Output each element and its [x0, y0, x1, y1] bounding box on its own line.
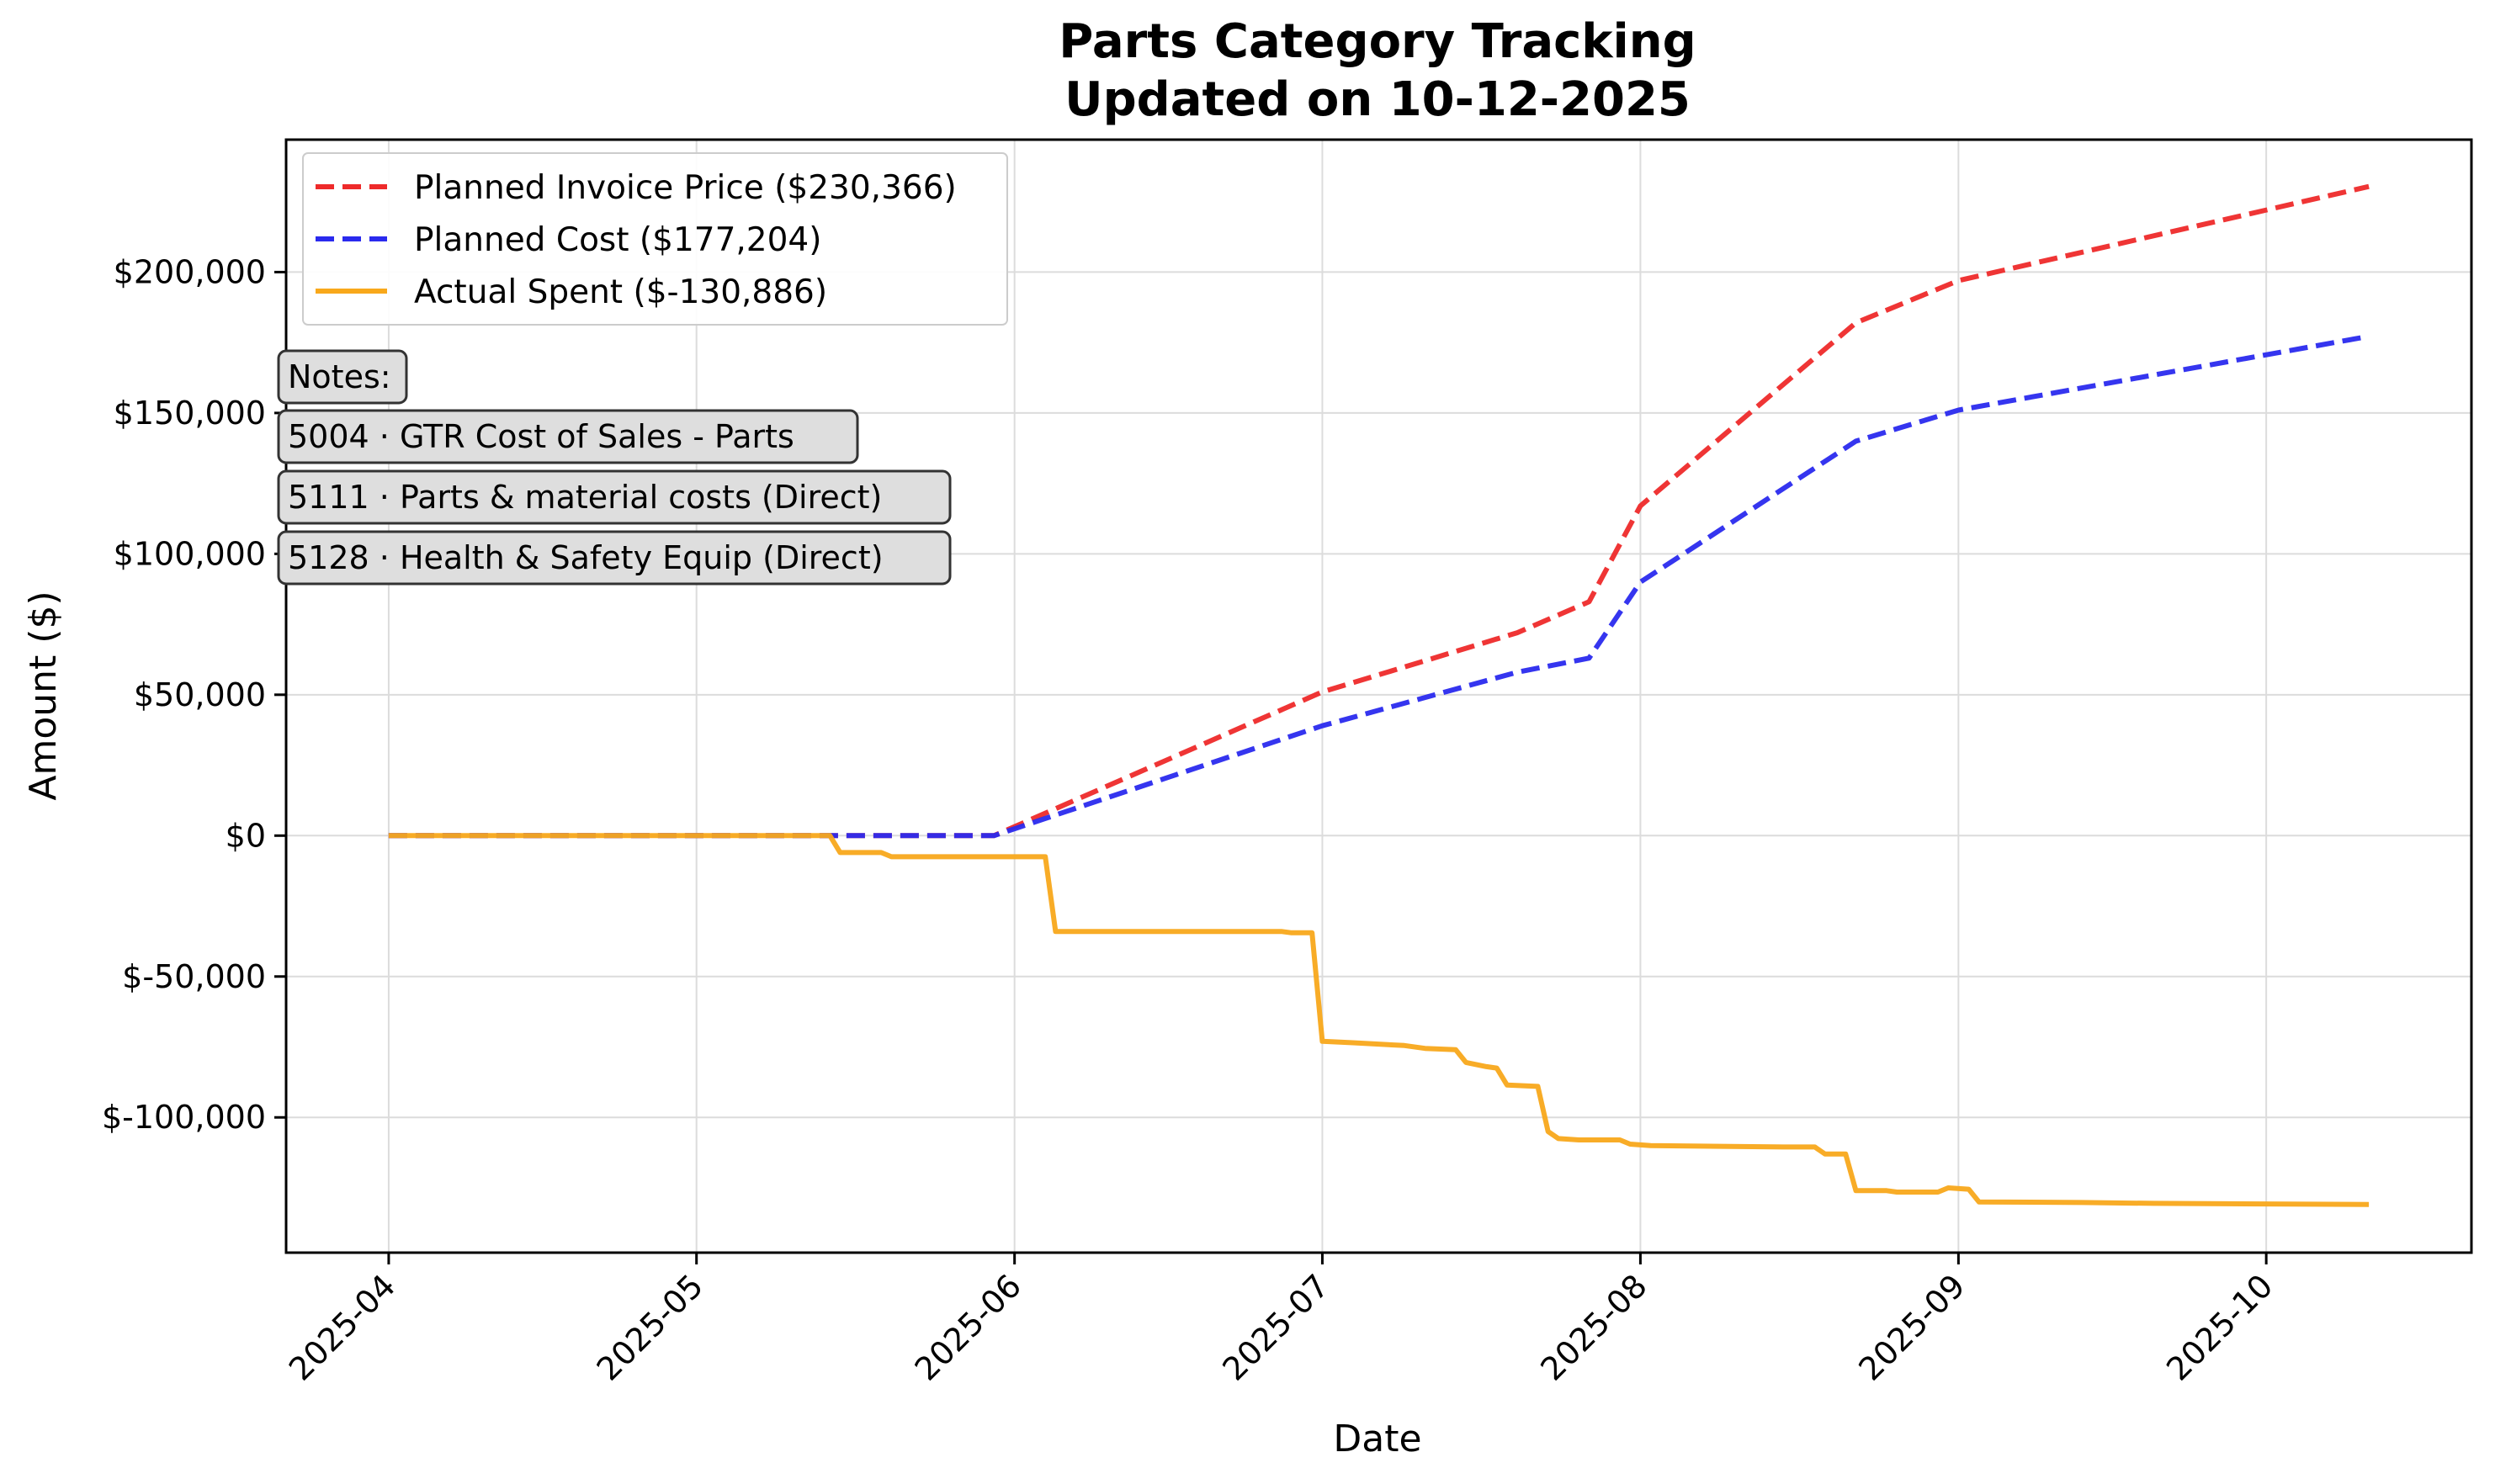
x-axis-label: Date: [1333, 1418, 1421, 1460]
series-line-2: [388, 333, 2370, 839]
legend-label-2: Planned Cost ($177,204): [414, 221, 821, 259]
note-text: Notes:: [288, 358, 391, 395]
plot-frame: [284, 138, 2473, 1254]
note-box: [277, 530, 952, 586]
legend-box: [302, 152, 1008, 326]
chart-title-line-1: Parts Category Tracking: [1059, 14, 1696, 69]
note-box: [277, 469, 952, 525]
y-tick-label: $100,000: [114, 535, 266, 572]
note-text: 5111 · Parts & material costs (Direct): [288, 479, 882, 516]
legend-label-3: Actual Spent ($-130,886): [414, 273, 827, 311]
y-axis-label: Amount ($): [22, 591, 65, 800]
note-box: [277, 409, 859, 464]
y-axis: $-100,000 $-50,000 $0 $50,000 $100,000 $150,0…: [102, 253, 286, 1136]
y-tick-label: $50,000: [134, 676, 266, 713]
note-text: 5128 · Health & Safety Equip (Direct): [288, 539, 884, 576]
note-text: 5004 · GTR Cost of Sales - Parts: [288, 418, 794, 455]
y-tick-label: $200,000: [114, 253, 266, 290]
note-box: [277, 349, 408, 405]
legend-label-1: Planned Invoice Price ($230,366): [414, 169, 957, 207]
series-line-3: [388, 833, 2370, 1207]
y-tick-label: $150,000: [114, 395, 266, 432]
y-tick-label: $-50,000: [122, 958, 266, 995]
chart-title-line-2: Updated on 10-12-2025: [1064, 72, 1691, 127]
y-tick-label: $0: [226, 817, 266, 854]
notes: Notes: 5004 · GTR Cost of Sales - Parts 51…: [277, 349, 952, 586]
legend: Planned Invoice Price ($230,366) Planned …: [302, 152, 1008, 326]
y-tick-label: $-100,000: [102, 1099, 266, 1136]
grid: [286, 140, 2471, 1253]
series-layer: [388, 183, 2370, 1207]
series-line-1: [388, 183, 2370, 839]
